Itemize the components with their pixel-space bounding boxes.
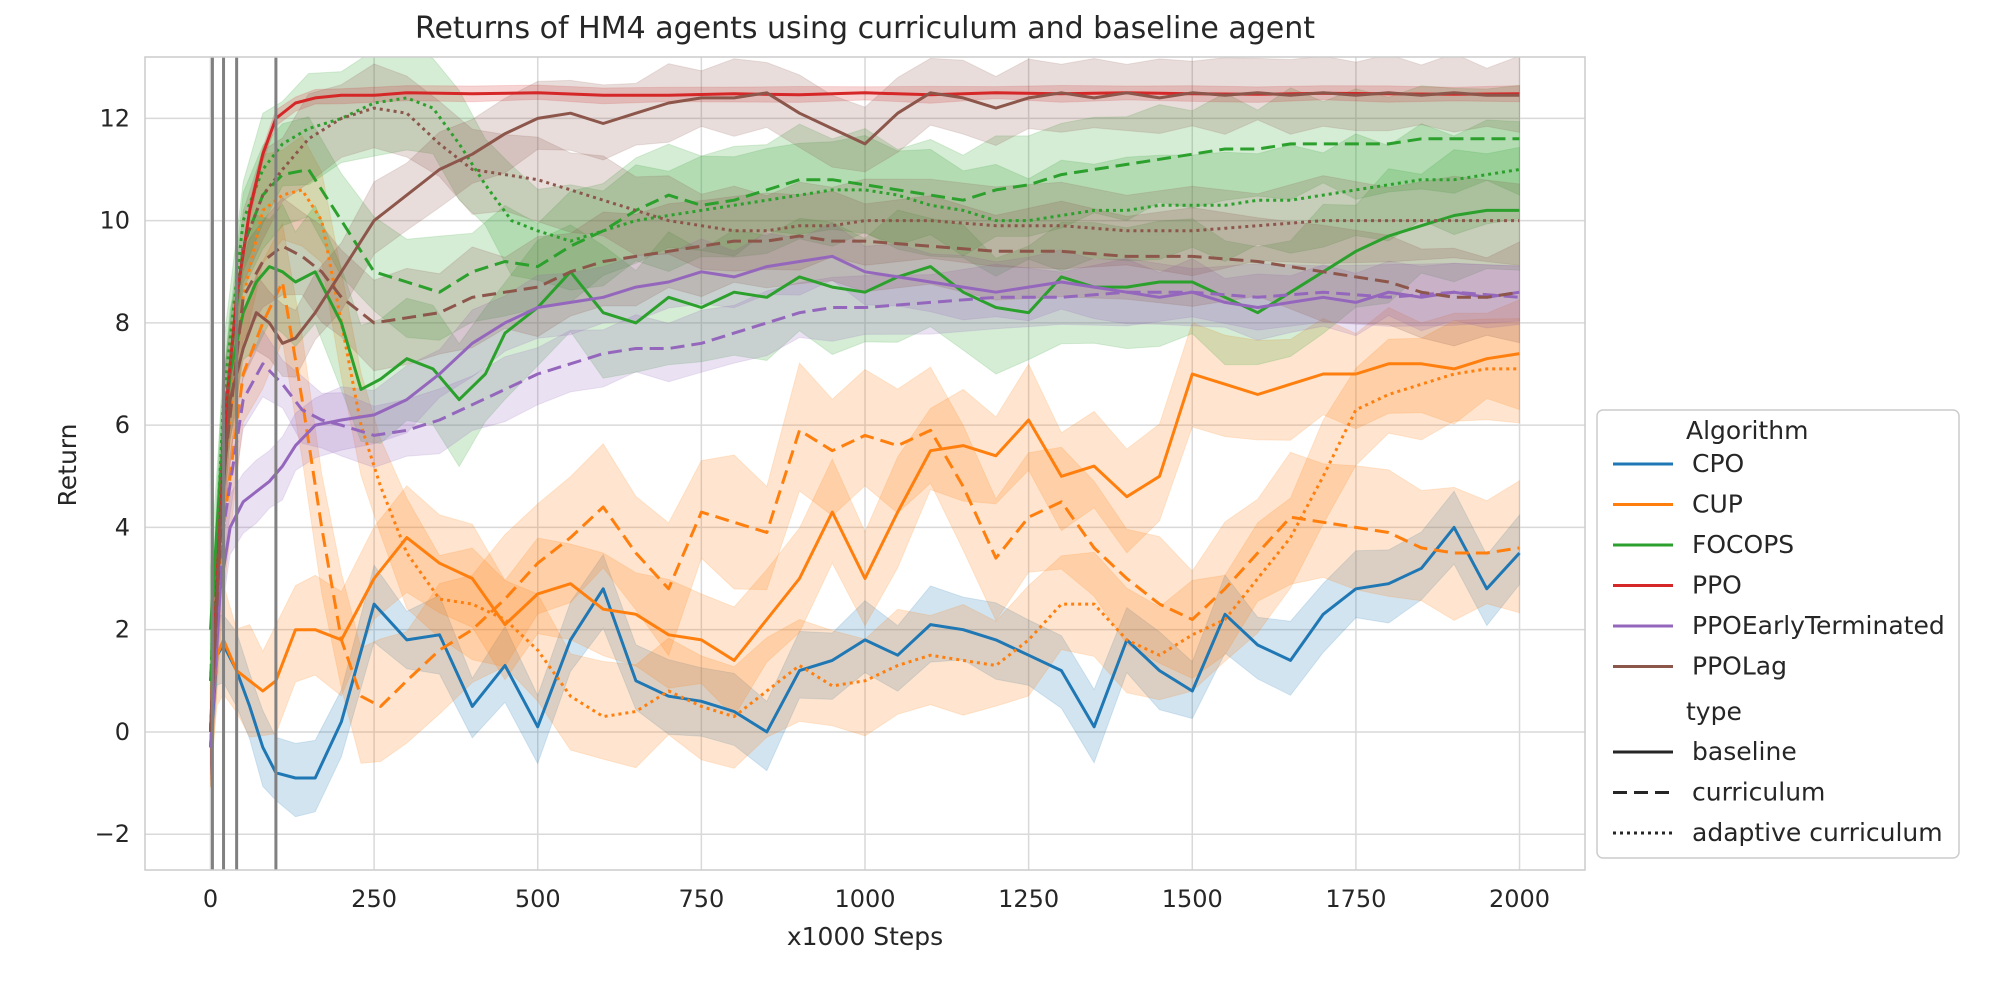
line-cup-curriculum [209,280,1520,732]
line-cpo-baseline [209,525,1521,780]
line-focops-baseline [209,208,1520,630]
band-ppolag-curriculum [210,190,1520,767]
legend-label-curriculum: curriculum [1692,778,1825,807]
x-axis-label: x1000 Steps [787,922,943,951]
y-axis-ticks: −2 0 2 4 6 8 10 12 [95,104,130,848]
band-cup-curriculum [210,221,1520,787]
plot-frame [144,56,1586,871]
y-axis-label: Return [53,424,82,507]
line-ppoearlyterminated-curriculum [209,290,1520,748]
legend-label-baseline: baseline [1692,737,1797,766]
line-cup-baseline [209,352,1520,733]
legend: Algorithm CPO CUP FOCOPS PPO PPOEarlyTermina… [1596,409,1960,859]
x-tick-label: 250 [351,885,397,913]
y-tick-label: −2 [95,820,130,848]
y-tick-label: 6 [115,411,130,439]
y-tick-label: 2 [115,616,130,644]
legend-frame [1596,409,1960,859]
legend-label-ppo: PPO [1692,571,1742,600]
legend-label-ppolag: PPOLag [1692,652,1787,681]
legend-title-algorithm: Algorithm [1686,416,1808,445]
y-tick-label: 10 [99,207,130,235]
y-tick-label: 8 [115,309,130,337]
line-ppolag-adaptive-curriculum [209,106,1520,732]
line-focops-curriculum [209,137,1520,681]
series-lines [209,91,1521,780]
x-tick-label: 1250 [998,885,1059,913]
chart-title: Returns of HM4 agents using curriculum a… [415,11,1315,46]
x-axis-ticks: 0 250 500 750 1000 1250 1500 1750 2000 [203,885,1550,913]
band-focops-curriculum [210,84,1520,725]
legend-label-ppoearlyterminated: PPOEarlyTerminated [1692,611,1945,640]
x-tick-label: 2000 [1489,885,1550,913]
legend-label-cup: CUP [1692,490,1743,519]
band-focops-adaptive-curriculum [210,57,1520,737]
band-ppolag-baseline [210,57,1520,770]
band-ppoearlyterminated-curriculum [210,257,1520,781]
band-cup-adaptive-curriculum [210,135,1520,789]
y-tick-label: 12 [99,104,130,132]
legend-label-cpo: CPO [1692,449,1744,478]
vertical-markers [210,57,278,870]
x-tick-label: 500 [515,885,561,913]
line-ppolag-baseline [209,91,1520,732]
band-cup-baseline [210,299,1520,781]
band-cpo-baseline [210,490,1520,818]
y-tick-label: 0 [115,718,130,746]
band-ppoearlyterminated-baseline [210,222,1520,772]
grid [145,57,1585,870]
legend-title-type: type [1686,697,1742,726]
line-ppoearlyterminated-baseline [209,254,1520,748]
x-tick-label: 750 [678,885,724,913]
x-tick-label: 0 [203,885,218,913]
legend-label-adaptive-curriculum: adaptive curriculum [1692,818,1943,847]
x-tick-label: 1500 [1162,885,1223,913]
x-tick-label: 1000 [834,885,895,913]
x-tick-label: 1750 [1325,885,1386,913]
band-ppo-baseline [210,84,1520,740]
legend-label-focops: FOCOPS [1692,530,1794,559]
y-tick-label: 4 [115,513,130,541]
